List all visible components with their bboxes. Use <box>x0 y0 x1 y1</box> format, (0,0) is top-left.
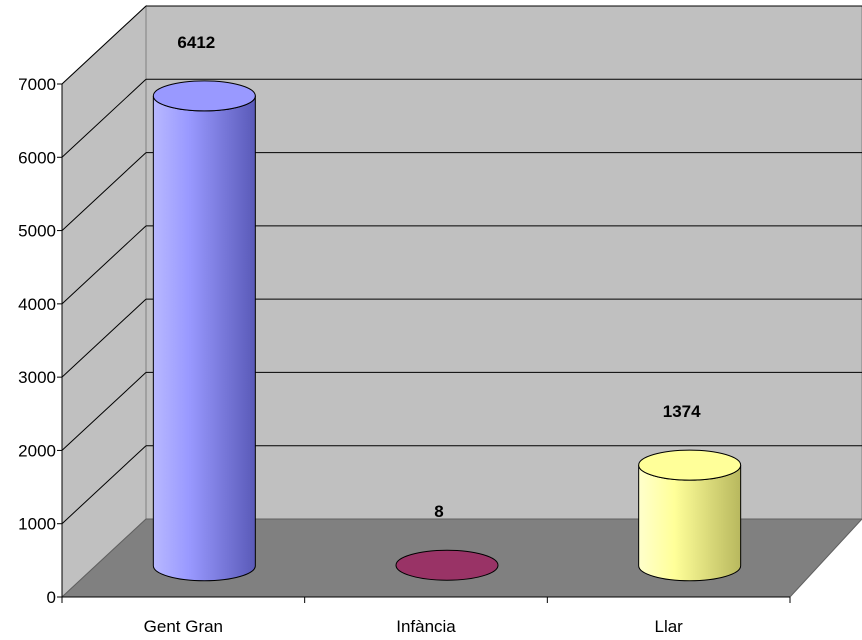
side-wall <box>61 4 147 599</box>
gridline-side <box>61 225 147 305</box>
data-label: 6412 <box>177 33 215 52</box>
bar-body <box>152 95 256 582</box>
gridline-side <box>61 78 147 158</box>
bar-gent-gran <box>152 80 256 582</box>
bar-body <box>638 465 742 582</box>
bar-top <box>395 549 499 581</box>
bar-top <box>638 449 742 481</box>
y-axis: 0 1000 2000 3000 4000 5000 6000 7000 <box>18 75 62 607</box>
x-axis: Gent Gran Infància Llar <box>61 597 791 636</box>
data-labels: 6412 8 1374 <box>177 33 701 521</box>
y-tick-label: 3000 <box>18 368 56 387</box>
bar-inf-ncia <box>395 549 499 581</box>
y-tick-label: 5000 <box>18 222 56 241</box>
bars <box>152 80 742 582</box>
bar-top <box>152 80 256 112</box>
data-label: 1374 <box>663 402 701 421</box>
gridline-side <box>61 372 147 451</box>
gridline-side <box>61 298 147 378</box>
gridlines <box>61 5 862 525</box>
gridline-side <box>61 5 147 85</box>
y-tick-label: 1000 <box>18 515 56 534</box>
y-tick-label: 2000 <box>18 441 56 460</box>
y-tick-label: 6000 <box>18 148 56 167</box>
y-tick-label: 7000 <box>18 75 56 94</box>
bar-llar <box>638 449 742 582</box>
x-tick-label: Gent Gran <box>144 617 223 636</box>
x-tick-label: Llar <box>654 617 683 636</box>
y-tick-label: 0 <box>47 588 56 607</box>
gridline-side <box>61 445 147 525</box>
data-label: 8 <box>434 502 443 521</box>
gridline-side <box>61 152 147 231</box>
x-tick-label: Infància <box>396 617 456 636</box>
y-tick-label: 4000 <box>18 295 56 314</box>
